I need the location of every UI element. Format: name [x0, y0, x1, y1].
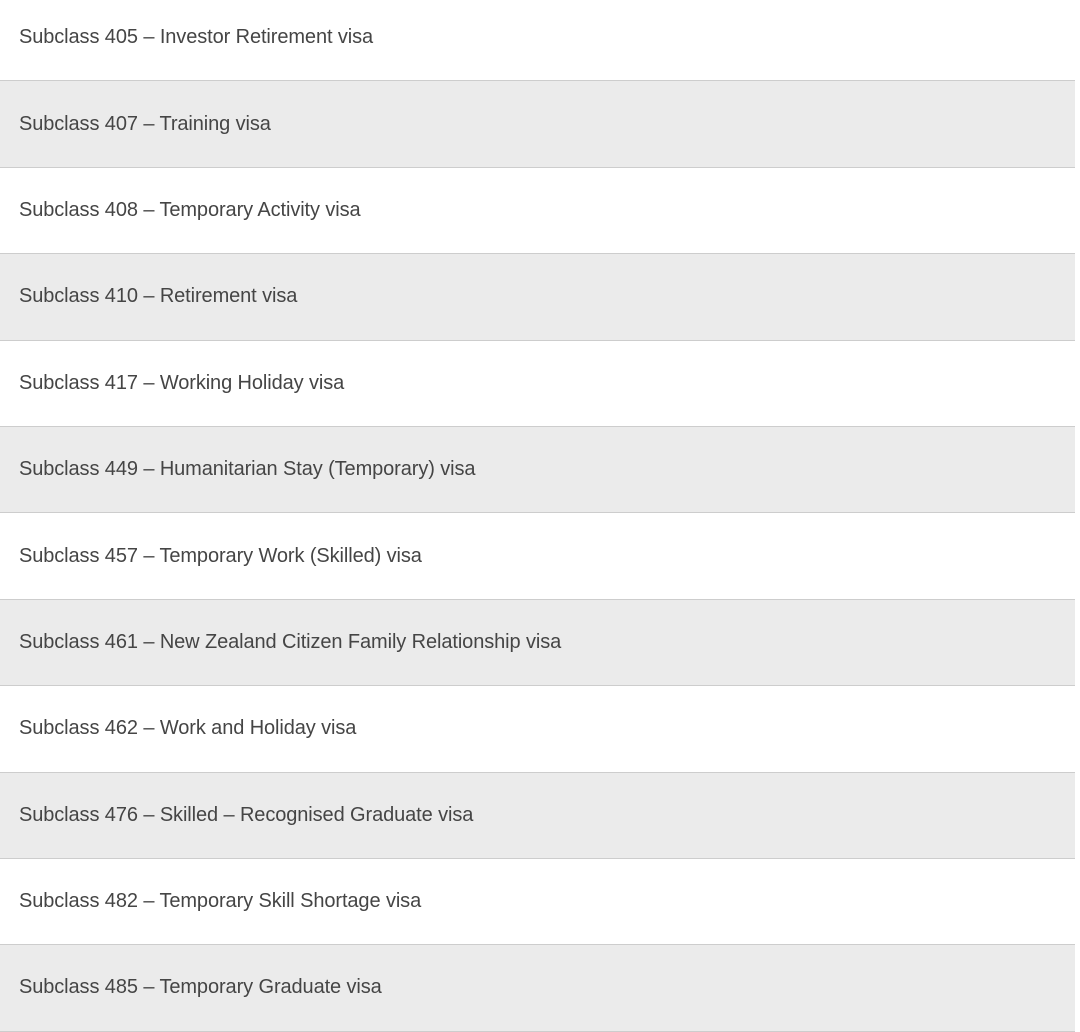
visa-list-item-label: Subclass 417 – Working Holiday visa	[19, 371, 345, 394]
visa-list-item-label: Subclass 408 – Temporary Activity visa	[19, 198, 361, 221]
visa-list-item-label: Subclass 482 – Temporary Skill Shortage …	[19, 890, 422, 913]
visa-list-item[interactable]: Subclass 482 – Temporary Skill Shortage …	[0, 859, 1075, 946]
visa-list-item[interactable]: Subclass 417 – Working Holiday visa	[0, 341, 1075, 427]
visa-list-item-label: Subclass 485 – Temporary Graduate visa	[19, 976, 382, 999]
visa-list-item-label: Subclass 457 – Temporary Work (Skilled) …	[19, 544, 422, 567]
visa-list-item[interactable]: Subclass 407 – Training visa	[0, 81, 1075, 168]
visa-list-item[interactable]: Subclass 408 – Temporary Activity visa	[0, 168, 1075, 255]
visa-list-item-label: Subclass 462 – Work and Holiday visa	[19, 717, 357, 740]
visa-list-item[interactable]: Subclass 449 – Humanitarian Stay (Tempor…	[0, 426, 1075, 514]
visa-list-item[interactable]: Subclass 410 – Retirement visa	[0, 254, 1075, 341]
visa-list-item-label: Subclass 461 – New Zealand Citizen Famil…	[19, 630, 562, 653]
visa-list-item-label: Subclass 410 – Retirement visa	[19, 285, 298, 308]
visa-list-item[interactable]: Subclass 485 – Temporary Graduate visa	[0, 945, 1075, 1032]
visa-list-item[interactable]: Subclass 461 – New Zealand Citizen Famil…	[0, 599, 1075, 687]
visa-list-item[interactable]: Subclass 405 – Investor Retirement visa	[0, 0, 1075, 82]
visa-list-item[interactable]: Subclass 462 – Work and Holiday visa	[0, 686, 1075, 773]
visa-list-item-label: Subclass 476 – Skilled – Recognised Grad…	[19, 803, 474, 826]
visa-list-item-label: Subclass 405 – Investor Retirement visa	[19, 26, 374, 49]
visa-list-item[interactable]: Subclass 476 – Skilled – Recognised Grad…	[0, 772, 1075, 859]
visa-list-item[interactable]: Subclass 457 – Temporary Work (Skilled) …	[0, 513, 1075, 600]
visa-list-item-label: Subclass 449 – Humanitarian Stay (Tempor…	[19, 458, 476, 481]
visa-list-item-label: Subclass 407 – Training visa	[19, 112, 271, 135]
